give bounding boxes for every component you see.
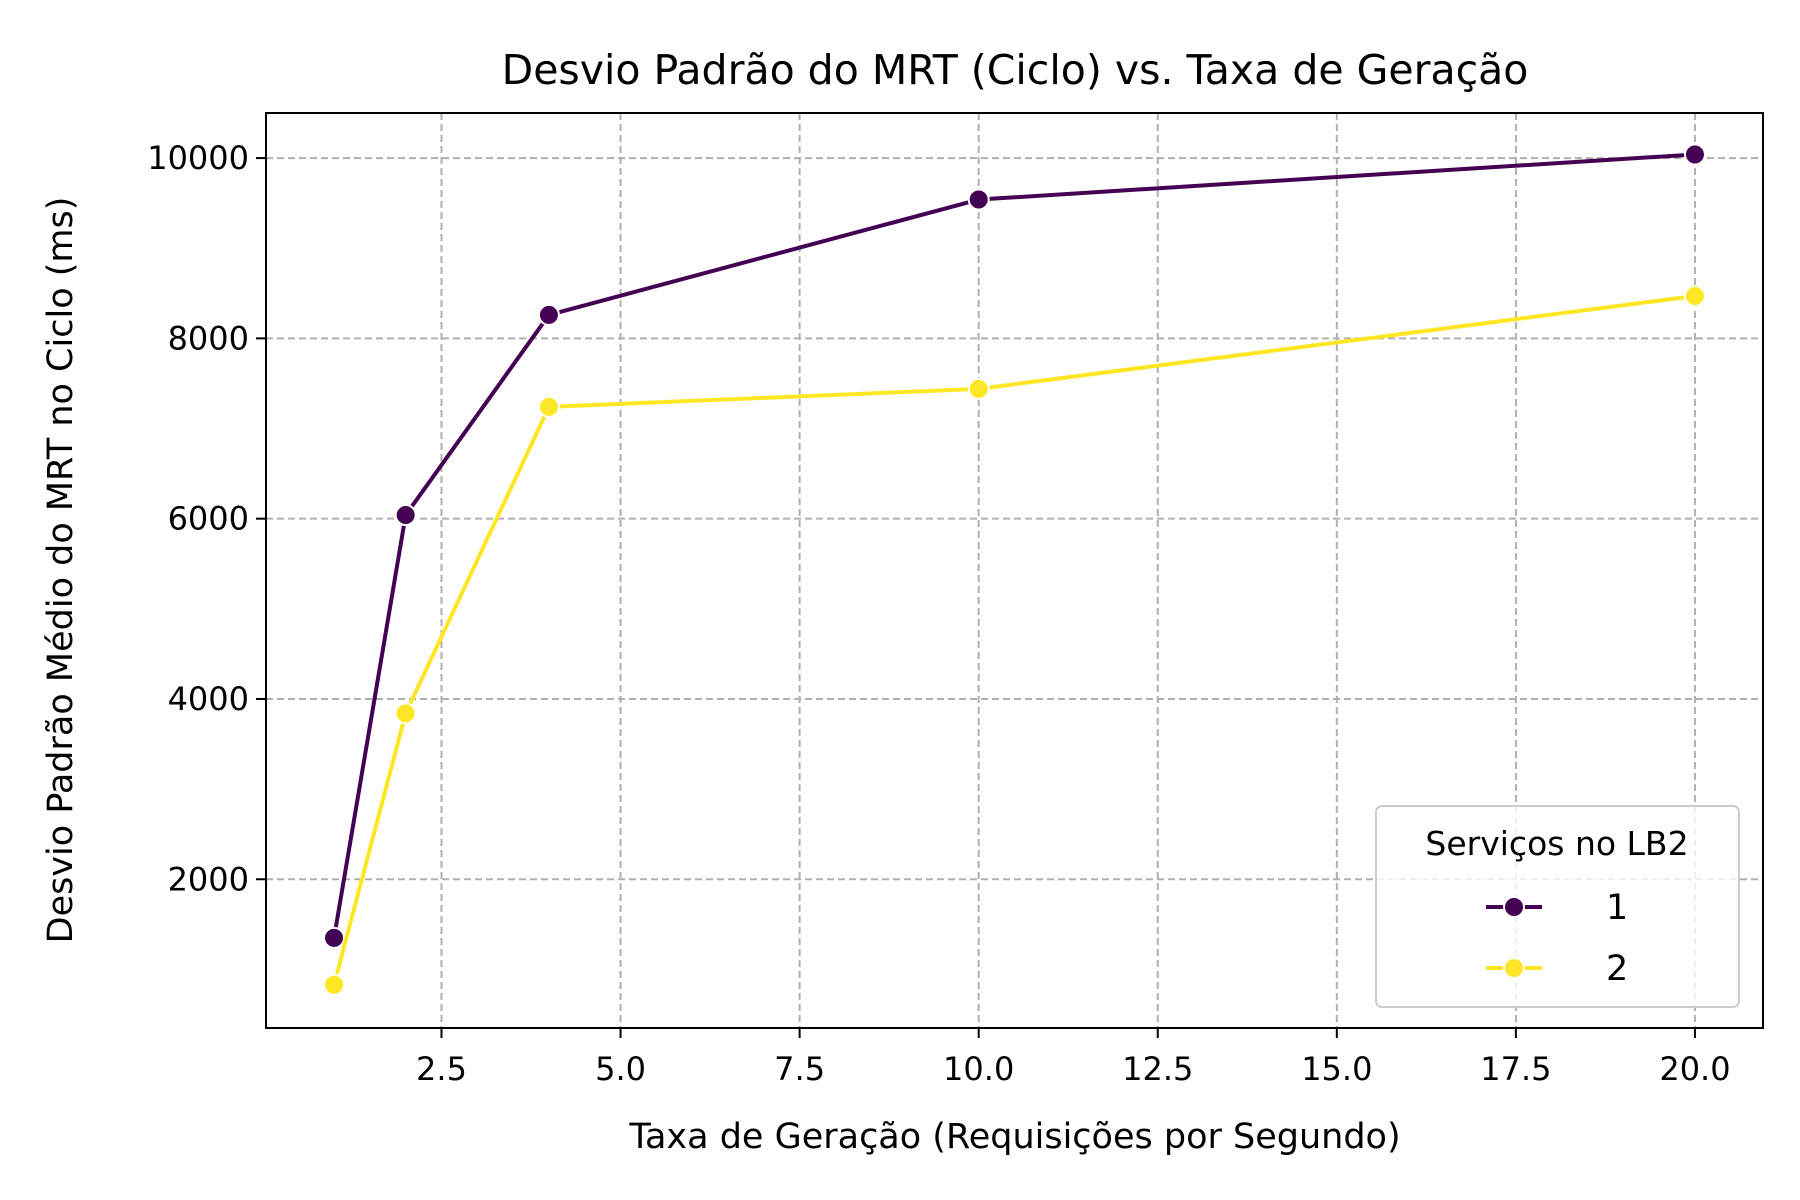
series-2-point — [537, 395, 560, 418]
series-layer — [323, 143, 1706, 996]
series-2-point — [394, 702, 417, 725]
legend-title: Serviços no LB2 — [1425, 824, 1688, 863]
x-tick-label: 5.0 — [595, 1050, 646, 1088]
y-axis-label: Desvio Padrão Médio do MRT no Ciclo (ms) — [41, 197, 81, 944]
y-tick-label: 10000 — [147, 139, 249, 177]
x-tick-label: 20.0 — [1659, 1050, 1730, 1088]
legend-items: 12 — [1486, 888, 1628, 989]
series-2-point — [967, 377, 990, 400]
plot-frame — [265, 112, 1764, 1029]
y-tick-label: 8000 — [168, 319, 249, 357]
legend: Serviços no LB2 12 — [1375, 805, 1740, 1008]
y-tick-label: 2000 — [168, 860, 249, 898]
x-tick-label: 7.5 — [774, 1050, 825, 1088]
y-tick-label: 4000 — [168, 680, 249, 718]
x-tick-label: 2.5 — [416, 1050, 467, 1088]
legend-box — [1375, 805, 1740, 1008]
legend-label-2: 2 — [1606, 949, 1628, 989]
series-1-point — [967, 188, 990, 211]
x-tick-label: 10.0 — [943, 1050, 1014, 1088]
x-tick-label: 15.0 — [1301, 1050, 1372, 1088]
x-tick-label: 12.5 — [1122, 1050, 1193, 1088]
series-1-point — [1683, 143, 1706, 166]
x-tick-label: 17.5 — [1480, 1050, 1551, 1088]
legend-marker-2 — [1503, 957, 1525, 979]
series-1-point — [323, 926, 346, 949]
x-axis-label: Taxa de Geração (Requisições por Segundo… — [628, 1117, 1400, 1157]
axis-ticks: 2.5 5.0 7.5 10.0 12.5 15.0 17.5 20.0 2000 4000 600… — [147, 139, 1730, 1088]
series-1-point — [537, 303, 560, 326]
series-2-point — [323, 973, 346, 996]
legend-label-1: 1 — [1606, 888, 1628, 928]
series-1-point — [394, 504, 417, 527]
chart-title: Desvio Padrão do MRT (Ciclo) vs. Taxa de… — [502, 46, 1529, 94]
legend-marker-1 — [1503, 896, 1525, 918]
y-tick-label: 6000 — [168, 500, 249, 538]
series-2-point — [1683, 285, 1706, 307]
